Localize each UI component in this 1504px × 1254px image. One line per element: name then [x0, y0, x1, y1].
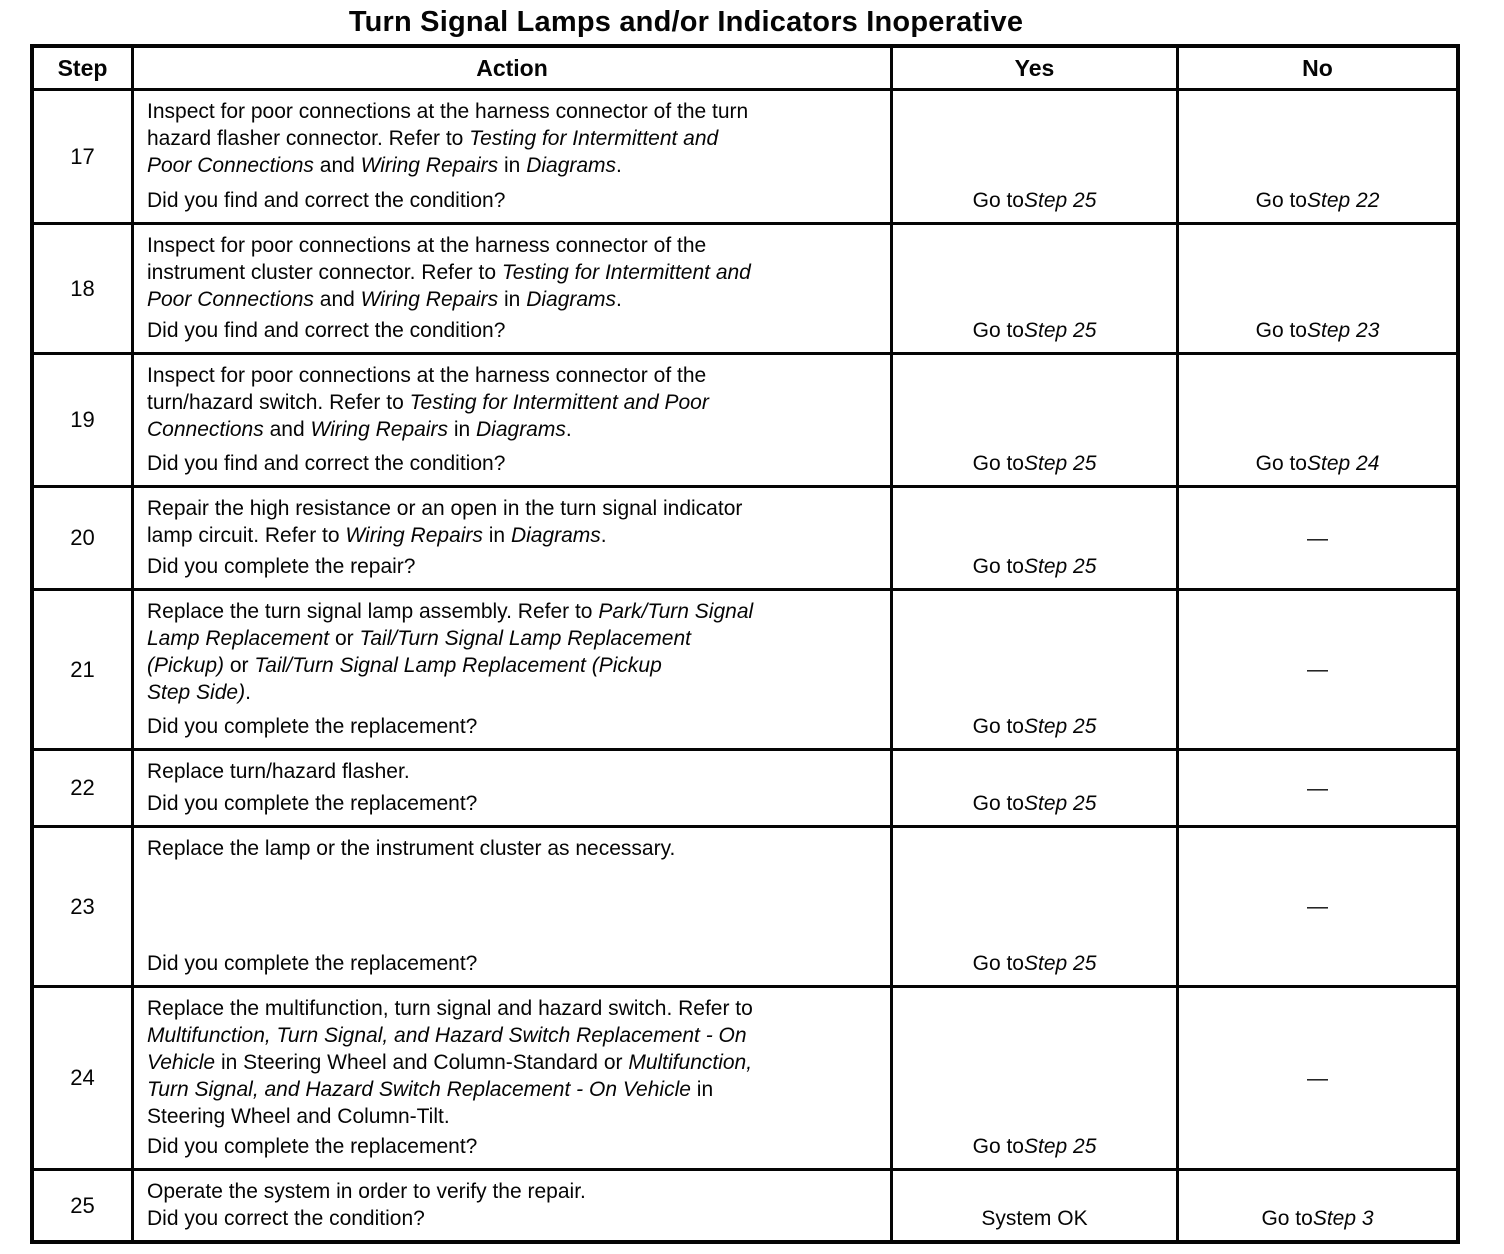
step-cell: 22	[70, 775, 95, 800]
action-cell: Replace the lamp or the instrument clust…	[131, 828, 890, 985]
action-question: Did you complete the replacement?	[147, 715, 478, 738]
action-cell: Replace turn/hazard flasher. Did you com…	[131, 751, 890, 825]
page-title: Turn Signal Lamps and/or Indicators Inop…	[348, 6, 1024, 38]
step-cell: 17	[70, 143, 95, 169]
header-action: Action	[131, 48, 890, 88]
table-row: 21 Replace the turn signal lamp assembly…	[34, 588, 1456, 748]
action-description: Repair the high resistance or an open in…	[147, 497, 743, 547]
table-row: 23 Replace the lamp or the instrument cl…	[34, 825, 1456, 985]
step-cell: 25	[70, 1192, 95, 1218]
action-cell: Inspect for poor connections at the harn…	[131, 91, 890, 222]
no-cell: —	[1176, 988, 1456, 1168]
action-description: Inspect for poor connections at the harn…	[147, 234, 751, 311]
action-question: Did you complete the repair?	[147, 555, 416, 578]
action-cell: Replace the multifunction, turn signal a…	[131, 988, 890, 1168]
step-cell: 21	[70, 656, 95, 682]
step-cell: 24	[70, 1065, 95, 1090]
action-description: Inspect for poor connections at the harn…	[147, 364, 709, 441]
yes-cell: Go to Step 25	[890, 355, 1176, 485]
no-cell: —	[1176, 751, 1456, 825]
action-question: Did you find and correct the condition?	[147, 189, 506, 212]
action-question: Did you complete the replacement?	[147, 952, 478, 975]
no-cell: Go to Step 24	[1176, 355, 1456, 485]
no-cell: Go to Step 23	[1176, 225, 1456, 352]
table-row: 25 Operate the system in order to verify…	[34, 1168, 1456, 1240]
table-row: 18 Inspect for poor connections at the h…	[34, 222, 1456, 352]
yes-cell: Go to Step 25	[890, 91, 1176, 222]
header-yes: Yes	[890, 48, 1176, 88]
table-row: 24 Replace the multifunction, turn signa…	[34, 985, 1456, 1168]
action-cell: Repair the high resistance or an open in…	[131, 488, 890, 588]
yes-cell: Go to Step 25	[890, 828, 1176, 985]
no-cell: Go to Step 3	[1176, 1171, 1456, 1240]
action-description: Replace turn/hazard flasher.	[147, 760, 410, 783]
yes-cell: Go to Step 25	[890, 225, 1176, 352]
action-question: Did you find and correct the condition?	[147, 452, 506, 475]
action-description: Operate the system in order to verify th…	[147, 1180, 586, 1203]
action-question: Did you find and correct the condition?	[147, 319, 506, 342]
action-description: Replace the multifunction, turn signal a…	[147, 997, 753, 1128]
table-header-row: Step Action Yes No	[34, 48, 1456, 88]
no-cell: —	[1176, 591, 1456, 748]
action-description: Replace the turn signal lamp assembly. R…	[147, 600, 754, 704]
step-cell: 20	[70, 525, 95, 550]
action-question: Did you correct the condition?	[147, 1207, 425, 1230]
action-cell: Inspect for poor connections at the harn…	[131, 355, 890, 485]
action-cell: Operate the system in order to verify th…	[131, 1171, 890, 1240]
no-cell: —	[1176, 488, 1456, 588]
table-row: 22 Replace turn/hazard flasher. Did you …	[34, 748, 1456, 825]
table-row: 20 Repair the high resistance or an open…	[34, 485, 1456, 588]
header-no: No	[1176, 48, 1456, 88]
no-cell: —	[1176, 828, 1456, 985]
action-question: Did you complete the replacement?	[147, 792, 478, 815]
yes-cell: Go to Step 25	[890, 988, 1176, 1168]
header-step: Step	[57, 54, 108, 81]
action-question: Did you complete the replacement?	[147, 1135, 478, 1158]
action-cell: Inspect for poor connections at the harn…	[131, 225, 890, 352]
action-cell: Replace the turn signal lamp assembly. R…	[131, 591, 890, 748]
step-cell: 19	[70, 407, 95, 432]
yes-cell: Go to Step 25	[890, 591, 1176, 748]
yes-cell: Go to Step 25	[890, 488, 1176, 588]
table-row: 19 Inspect for poor connections at the h…	[34, 352, 1456, 485]
no-cell: Go to Step 22	[1176, 91, 1456, 222]
action-description: Replace the lamp or the instrument clust…	[147, 837, 676, 860]
yes-cell: Go to Step 25	[890, 751, 1176, 825]
table-row: 17 Inspect for poor connections at the h…	[34, 88, 1456, 222]
yes-cell: System OK	[890, 1171, 1176, 1240]
diagnostic-table: Step Action Yes No 17 Inspect for poor c…	[30, 44, 1460, 1244]
step-cell: 23	[70, 893, 95, 919]
action-description: Inspect for poor connections at the harn…	[147, 100, 749, 177]
step-cell: 18	[70, 275, 95, 301]
